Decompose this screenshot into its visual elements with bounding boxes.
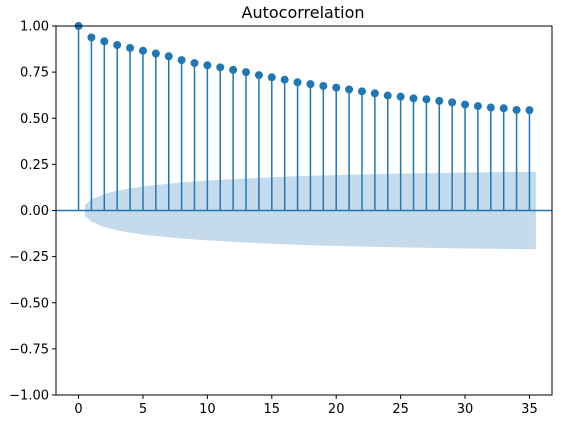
acf-marker-lag-29 — [448, 98, 457, 107]
y-tick-label-6: 0.50 — [20, 112, 49, 127]
acf-marker-lag-27 — [422, 95, 431, 104]
acf-marker-lag-2 — [100, 37, 109, 46]
acf-marker-lag-10 — [203, 61, 212, 70]
acf-marker-lag-16 — [280, 75, 289, 84]
acf-marker-lag-32 — [486, 103, 495, 112]
y-tick-label-4: 0.00 — [20, 204, 49, 219]
acf-marker-lag-6 — [151, 49, 160, 58]
chart-title: Autocorrelation — [242, 3, 365, 22]
acf-marker-lag-13 — [242, 68, 251, 77]
acf-marker-lag-34 — [512, 105, 521, 114]
acf-marker-lag-24 — [383, 91, 392, 100]
x-tick-label-15: 15 — [264, 402, 281, 417]
acf-marker-lag-31 — [473, 102, 482, 111]
acf-marker-lag-20 — [332, 83, 341, 92]
stem-layer — [77, 26, 531, 211]
acf-marker-lag-7 — [164, 52, 173, 61]
acf-marker-lag-35 — [525, 106, 534, 115]
acf-marker-lag-3 — [113, 41, 122, 50]
y-tick-label-5: 0.25 — [20, 158, 49, 173]
acf-marker-lag-4 — [126, 43, 135, 52]
acf-marker-lag-18 — [306, 80, 315, 89]
acf-marker-lag-25 — [396, 92, 405, 101]
acf-marker-lag-23 — [370, 89, 379, 98]
x-tick-label-30: 30 — [457, 402, 474, 417]
x-tick-label-10: 10 — [199, 402, 216, 417]
y-tick-label-0: −1.00 — [9, 389, 49, 404]
y-tick-label-1: −0.75 — [9, 342, 49, 357]
acf-marker-lag-15 — [267, 73, 276, 82]
acf-marker-lag-1 — [87, 33, 96, 42]
acf-marker-lag-11 — [216, 63, 225, 72]
acf-marker-lag-9 — [190, 59, 199, 68]
acf-marker-lag-14 — [254, 71, 263, 80]
x-tick-label-35: 35 — [521, 402, 538, 417]
acf-marker-lag-26 — [409, 94, 418, 103]
acf-marker-lag-28 — [435, 96, 444, 105]
y-tick-label-2: −0.50 — [9, 296, 49, 311]
acf-marker-lag-21 — [345, 85, 354, 94]
acf-marker-lag-8 — [177, 56, 186, 65]
y-axis: −1.00 −0.75 −0.50 −0.25 0.00 0.25 0.50 0.75 1.00 — [9, 20, 56, 404]
acf-marker-lag-5 — [138, 46, 147, 55]
x-tick-label-20: 20 — [328, 402, 345, 417]
acf-marker-lag-30 — [461, 100, 470, 109]
x-tick-label-25: 25 — [392, 402, 409, 417]
y-tick-label-3: −0.25 — [9, 250, 49, 265]
x-tick-label-0: 0 — [74, 402, 82, 417]
y-tick-label-8: 1.00 — [20, 20, 49, 35]
acf-marker-lag-17 — [293, 78, 302, 87]
x-axis: 0 5 10 15 20 25 30 35 — [74, 395, 538, 417]
y-tick-label-7: 0.75 — [20, 66, 49, 81]
acf-marker-lag-19 — [319, 81, 328, 90]
acf-marker-lag-12 — [229, 65, 238, 74]
acf-marker-lag-33 — [499, 104, 508, 113]
x-tick-label-5: 5 — [139, 402, 147, 417]
acf-marker-lag-22 — [357, 87, 366, 96]
